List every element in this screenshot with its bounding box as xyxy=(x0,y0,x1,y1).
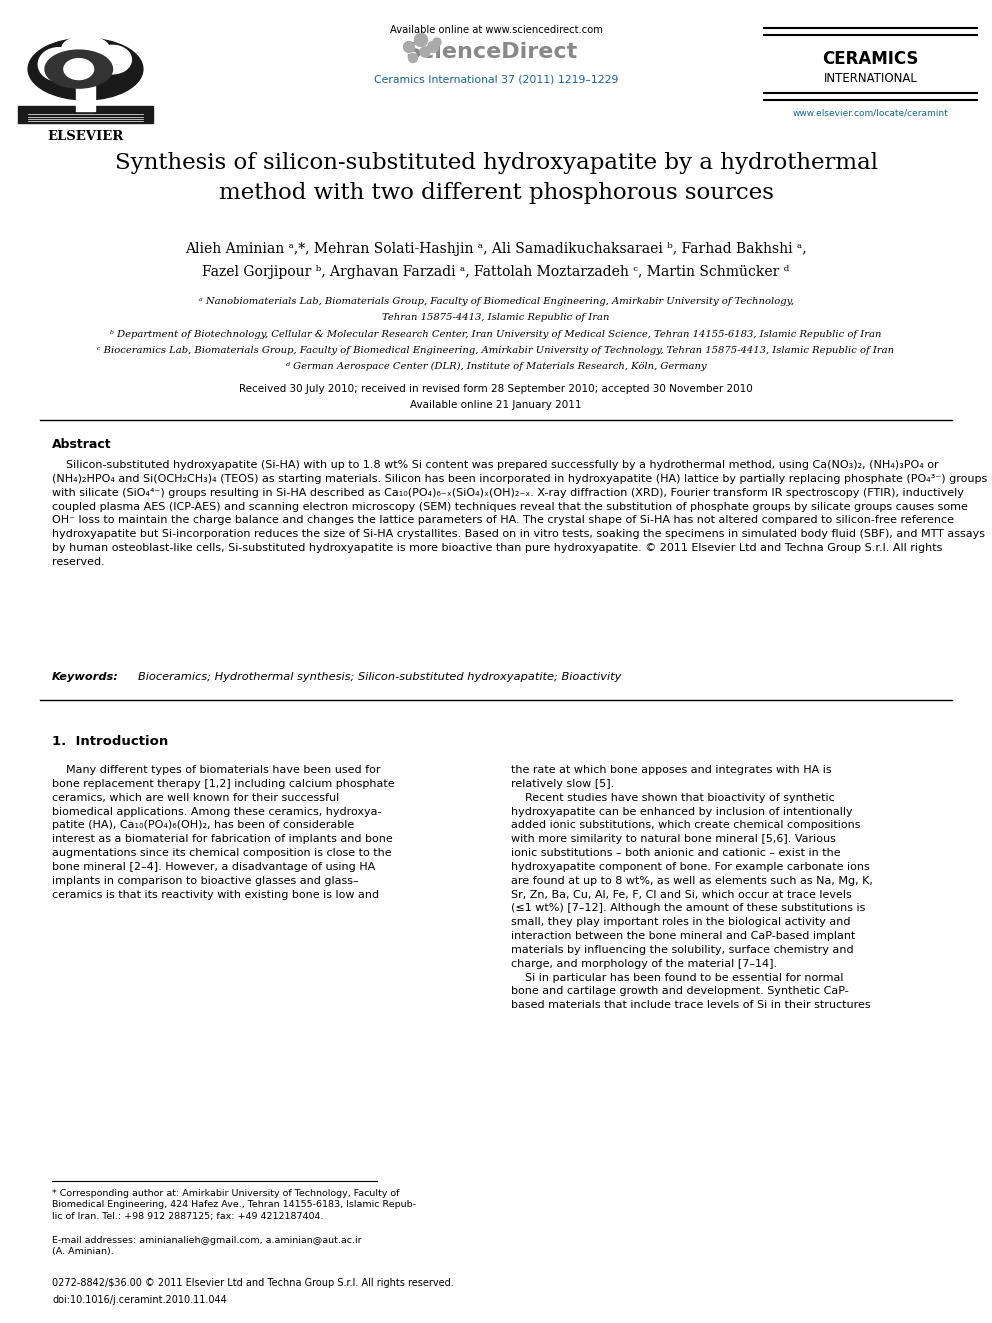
Text: the rate at which bone apposes and integrates with HA is
relatively slow [5].
  : the rate at which bone apposes and integ… xyxy=(511,765,873,1011)
Ellipse shape xyxy=(63,58,93,79)
Ellipse shape xyxy=(93,45,131,74)
Bar xyxy=(18,106,153,123)
Text: Ceramics International 37 (2011) 1219–1229: Ceramics International 37 (2011) 1219–12… xyxy=(374,75,618,85)
Text: Synthesis of silicon-substituted hydroxyapatite by a hydrothermal
method with tw: Synthesis of silicon-substituted hydroxy… xyxy=(114,152,878,205)
Ellipse shape xyxy=(45,50,112,89)
Text: Abstract: Abstract xyxy=(52,438,112,451)
Ellipse shape xyxy=(28,38,143,101)
Text: doi:10.1016/j.ceramint.2010.11.044: doi:10.1016/j.ceramint.2010.11.044 xyxy=(52,1295,227,1304)
Ellipse shape xyxy=(39,48,78,81)
Text: 0272-8842/$36.00 © 2011 Elsevier Ltd and Techna Group S.r.l. All rights reserved: 0272-8842/$36.00 © 2011 Elsevier Ltd and… xyxy=(52,1278,453,1289)
Ellipse shape xyxy=(62,36,109,60)
Text: CERAMICS: CERAMICS xyxy=(822,50,919,67)
Text: ELSEVIER: ELSEVIER xyxy=(48,130,124,143)
Text: Many different types of biomaterials have been used for
bone replacement therapy: Many different types of biomaterials hav… xyxy=(52,765,395,900)
Text: Available online at www.sciencedirect.com: Available online at www.sciencedirect.co… xyxy=(390,25,602,34)
Circle shape xyxy=(415,33,428,46)
Text: ᵇ Department of Biotechnology, Cellular & Molecular Research Center, Iran Univer: ᵇ Department of Biotechnology, Cellular … xyxy=(110,329,882,339)
Text: * Corresponding author at: Amirkabir University of Technology, Faculty of
Biomed: * Corresponding author at: Amirkabir Uni… xyxy=(52,1189,416,1221)
Text: 1.  Introduction: 1. Introduction xyxy=(52,736,169,747)
Text: www.elsevier.com/locate/ceramint: www.elsevier.com/locate/ceramint xyxy=(793,108,948,116)
Text: Received 30 July 2010; received in revised form 28 September 2010; accepted 30 N: Received 30 July 2010; received in revis… xyxy=(239,384,753,394)
Circle shape xyxy=(409,53,418,62)
Circle shape xyxy=(420,48,430,57)
Text: Keywords:: Keywords: xyxy=(52,672,119,681)
Text: Silicon-substituted hydroxyapatite (Si-HA) with up to 1.8 wt% Si content was pre: Silicon-substituted hydroxyapatite (Si-H… xyxy=(52,460,987,566)
Text: Bioceramics; Hydrothermal synthesis; Silicon-substituted hydroxyapatite; Bioacti: Bioceramics; Hydrothermal synthesis; Sil… xyxy=(138,672,621,681)
Bar xyxy=(76,78,95,111)
Text: ScienceDirect: ScienceDirect xyxy=(405,42,577,62)
Text: Fazel Gorjipour ᵇ, Arghavan Farzadi ᵃ, Fattolah Moztarzadeh ᶜ, Martin Schmücker : Fazel Gorjipour ᵇ, Arghavan Farzadi ᵃ, F… xyxy=(202,265,790,279)
Text: E-mail addresses: aminianalieh@gmail.com, a.aminian@aut.ac.ir
(A. Aminian).: E-mail addresses: aminianalieh@gmail.com… xyxy=(52,1236,362,1257)
Circle shape xyxy=(428,41,438,53)
Text: ᶜ Bioceramics Lab, Biomaterials Group, Faculty of Biomedical Engineering, Amirka: ᶜ Bioceramics Lab, Biomaterials Group, F… xyxy=(97,347,895,355)
Text: ᵈ German Aerospace Center (DLR), Institute of Materials Research, Köln, Germany: ᵈ German Aerospace Center (DLR), Institu… xyxy=(286,363,706,372)
Circle shape xyxy=(433,38,441,46)
Text: ᵃ Nanobiomaterials Lab, Biomaterials Group, Faculty of Biomedical Engineering, A: ᵃ Nanobiomaterials Lab, Biomaterials Gro… xyxy=(198,296,794,306)
Circle shape xyxy=(404,41,415,53)
Text: Tehran 15875-4413, Islamic Republic of Iran: Tehran 15875-4413, Islamic Republic of I… xyxy=(382,314,610,321)
Text: Alieh Aminian ᵃ,*, Mehran Solati-Hashjin ᵃ, Ali Samadikuchaksaraei ᵇ, Farhad Bak: Alieh Aminian ᵃ,*, Mehran Solati-Hashjin… xyxy=(186,242,806,255)
Text: Available online 21 January 2011: Available online 21 January 2011 xyxy=(411,400,581,410)
Text: INTERNATIONAL: INTERNATIONAL xyxy=(823,71,918,85)
